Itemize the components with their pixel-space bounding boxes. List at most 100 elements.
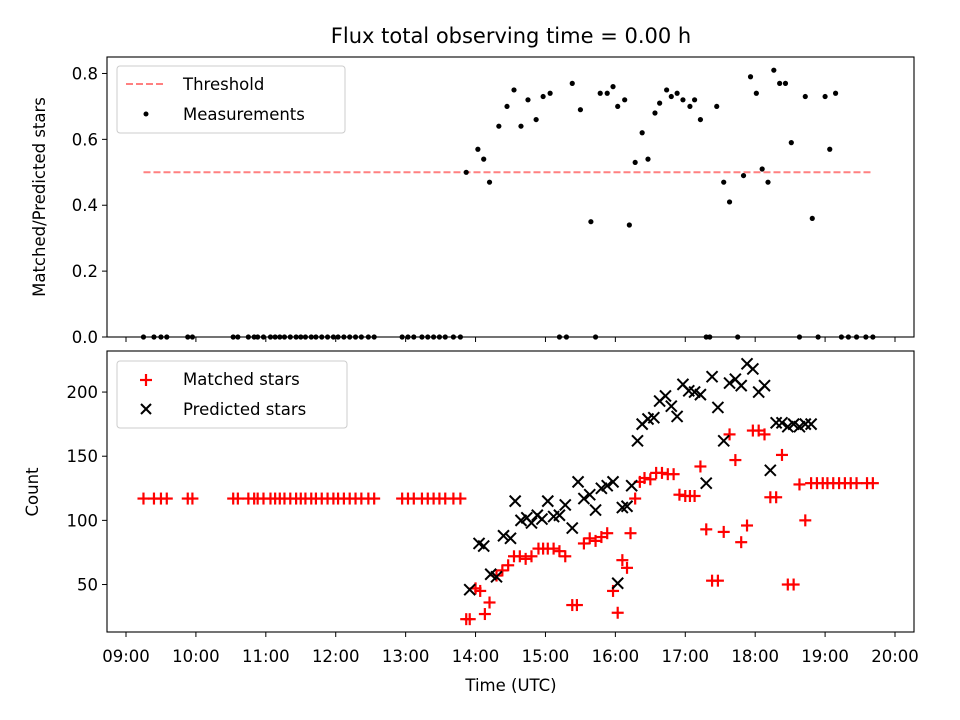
measurement-point [626,222,632,228]
measurement-point [481,156,487,162]
measurement-point [547,90,553,96]
measurement-point [496,123,502,129]
measurement-point [822,93,828,100]
measurement-point [726,199,733,205]
matched-star-point [673,488,686,501]
bottom-y-tick-label: 200 [67,383,99,402]
matched-star-point [850,477,863,490]
matched-legend-label: Matched stars [183,370,300,389]
measurement-point [697,116,704,123]
predicted-star-point [647,411,661,424]
measurement-point [518,123,524,129]
top-y-tick-label: 0.2 [72,262,98,281]
measurement-point [788,140,794,146]
bottom-x-tick-label: 16:00 [592,647,640,666]
measurement-point [657,100,663,106]
predicted-star-point [508,494,522,508]
bottom-x-tick-label: 11:00 [242,647,290,666]
top-y-tick-label: 0.6 [72,130,98,149]
measurements-legend-swatch [143,111,149,117]
measurements-legend-label: Measurements [183,105,305,124]
measurement-point [604,90,610,96]
matched-star-point [368,492,381,505]
matched-star-point [611,606,624,619]
measurement-point [597,90,603,96]
matched-star-point [793,478,806,491]
top-y-tick-label: 0.0 [72,328,98,347]
predicted-star-point [553,509,566,522]
matched-star-point [616,554,629,567]
measurement-point [525,97,531,103]
matched-star-point [741,519,754,532]
matched-star-point [866,477,879,490]
matched-star-point [454,492,467,505]
predicted-legend-label: Predicted stars [183,400,306,419]
measurement-point [777,80,783,86]
measurement-point [511,87,517,93]
bottom-y-tick-label: 100 [67,511,99,530]
predicted-star-point [625,479,638,492]
matched-star-point [513,550,526,563]
bottom-panel: 50 100 150 200 09:00 10:00 11:00 12:00 13:00 14:… [23,350,919,695]
predicted-star-point [541,494,554,508]
bottom-x-axis: 09:00 10:00 11:00 12:00 13:00 14:00 15:00 16:00… [102,632,919,666]
matched-star-point [694,460,707,473]
bottom-x-tick-label: 10:00 [172,647,220,666]
predicted-star-point [723,376,736,390]
measurement-point [652,110,658,116]
matched-star-point [735,536,748,549]
measurement-point [664,87,670,93]
top-legend-box [116,65,346,134]
matched-star-point [463,613,476,626]
measurement-point [759,166,765,172]
predicted-star-point [804,417,818,431]
matched-star-point [624,527,637,540]
predicted-star-point [769,416,783,430]
measurement-point [610,84,616,90]
matched-star-point [137,492,150,505]
measurement-point [714,103,720,110]
chart-title: Flux total observing time = 0.00 h [331,24,691,48]
matched-star-point [525,550,538,563]
measurement-point [674,90,680,96]
bottom-x-tick-label: 20:00 [871,647,919,666]
top-x-axis [125,337,896,342]
matched-star-point [688,489,701,502]
predicted-star-point [504,532,517,545]
top-y-tick-label: 0.4 [72,196,98,215]
matched-star-point [502,559,515,572]
matched-star-point [729,454,742,467]
matched-star-point [629,492,642,505]
bottom-x-tick-label: 14:00 [452,647,500,666]
measurement-point [668,93,674,100]
predicted-star-point [734,379,748,392]
matched-star-point [231,492,244,505]
matched-star-point [160,492,173,505]
predicted-star-point [525,516,538,530]
measurement-point [486,179,493,185]
matched-legend-swatch [140,374,152,386]
bottom-x-tick-label: 17:00 [661,647,709,666]
predicted-star-point [705,370,719,383]
matched-star-point [186,492,199,505]
predicted-star-point [589,503,602,517]
matched-star-point [547,542,560,555]
predicted-star-point [559,498,572,512]
top-legend: Threshold Measurements [116,65,346,134]
matched-star-point [711,574,724,587]
measurement-point [740,172,747,179]
predicted-star-point [694,388,707,401]
predicted-star-point [717,434,730,448]
measurement-point [639,130,645,136]
predicted-star-point [758,379,771,392]
matched-star-point [717,525,730,538]
top-y-axis-label: Matched/Predicted stars [30,97,49,297]
predicted-star-point [665,399,678,413]
matched-star-point [638,472,651,485]
predicted-star-point [463,583,476,596]
measurement-point [569,80,575,86]
bottom-x-axis-label: Time (UTC) [464,676,556,695]
measurement-point [832,90,839,96]
predicted-star-point [571,475,585,489]
measurement-point [687,103,693,110]
